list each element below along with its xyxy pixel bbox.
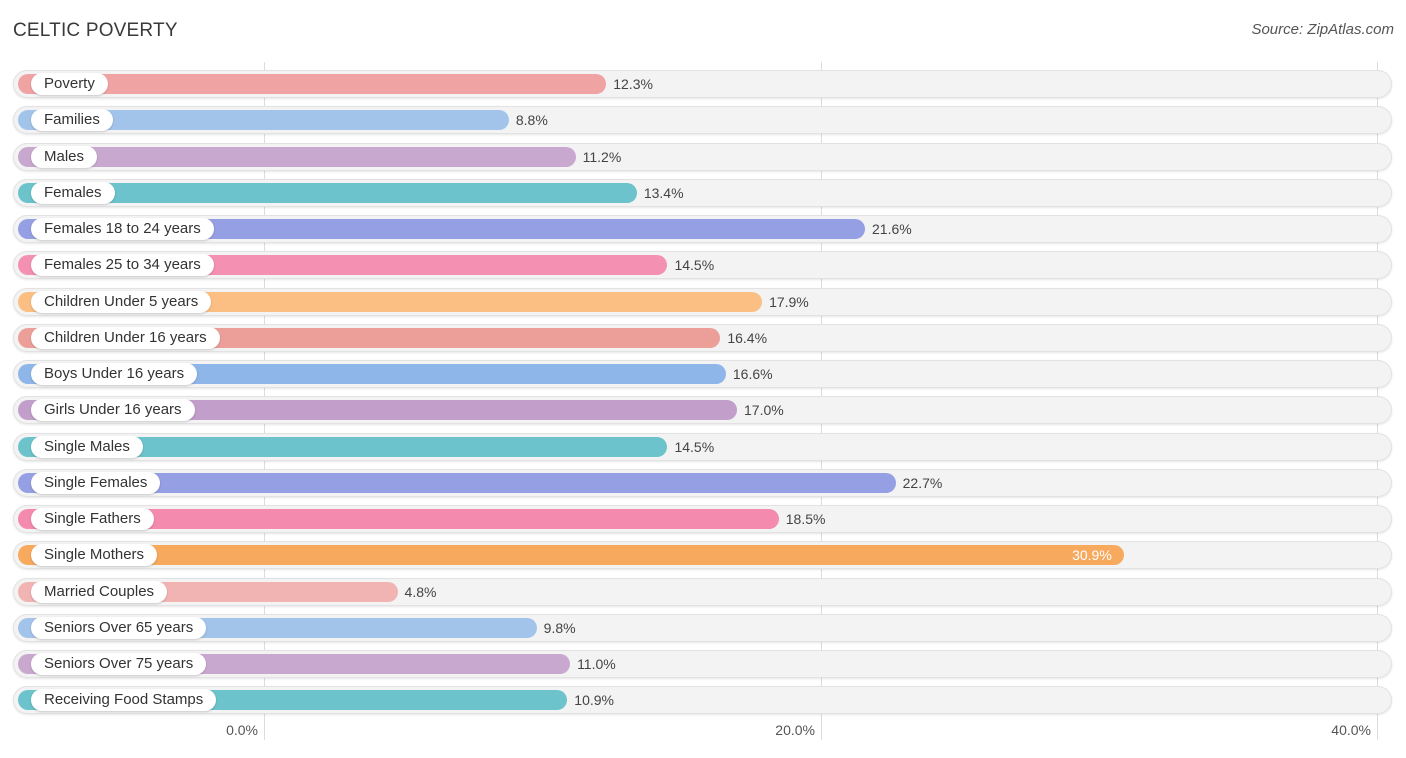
category-label: Females 25 to 34 years xyxy=(31,254,214,277)
value-label: 9.8% xyxy=(543,619,576,636)
value-label: 17.0% xyxy=(744,402,784,419)
category-label: Married Couples xyxy=(31,580,168,603)
x-tick-label: 40.0% xyxy=(1331,722,1371,738)
category-label: Seniors Over 65 years xyxy=(31,616,207,639)
value-label: 11.0% xyxy=(577,656,616,672)
value-label: 18.5% xyxy=(785,511,826,527)
bar xyxy=(18,74,607,94)
category-label: Poverty xyxy=(31,73,108,95)
category-label: Families xyxy=(31,109,113,132)
value-label: 8.8% xyxy=(515,112,548,129)
category-label: Females xyxy=(31,181,115,204)
category-label: Males xyxy=(31,145,98,168)
value-label: 11.2% xyxy=(582,148,622,165)
value-label: 14.5% xyxy=(674,257,715,274)
value-label: 21.6% xyxy=(872,221,912,237)
value-label: 13.4% xyxy=(643,184,684,201)
chart-title: CELTIC POVERTY xyxy=(13,20,178,41)
bar xyxy=(18,219,866,239)
category-label: Children Under 5 years xyxy=(31,290,212,313)
value-label: 30.9% xyxy=(1072,547,1112,564)
bar xyxy=(18,509,779,529)
category-label: Females 18 to 24 years xyxy=(31,218,214,240)
bar xyxy=(18,146,576,167)
category-label: Receiving Food Stamps xyxy=(31,689,217,712)
category-label: Girls Under 16 years xyxy=(31,399,195,422)
category-label: Single Females xyxy=(31,471,161,494)
source-label: Source: ZipAtlas.com xyxy=(1251,21,1394,38)
category-label: Children Under 16 years xyxy=(31,326,220,349)
value-label: 16.6% xyxy=(732,366,773,382)
value-label: 12.3% xyxy=(613,76,653,92)
bar xyxy=(18,436,668,457)
category-label: Boys Under 16 years xyxy=(31,363,198,385)
category-label: Single Fathers xyxy=(31,508,154,530)
value-label: 14.5% xyxy=(674,438,715,455)
x-tick-label: 0.0% xyxy=(226,722,258,738)
value-label: 4.8% xyxy=(404,583,437,600)
bar xyxy=(18,182,637,203)
bar xyxy=(18,110,509,131)
bar xyxy=(18,400,738,421)
value-label: 16.4% xyxy=(727,329,768,346)
category-label: Single Mothers xyxy=(31,544,158,567)
value-label: 17.9% xyxy=(769,293,809,310)
x-tick-label: 20.0% xyxy=(775,722,815,738)
category-label: Single Males xyxy=(31,435,143,458)
value-label: 22.7% xyxy=(902,474,943,491)
category-label: Seniors Over 75 years xyxy=(31,653,207,675)
bar xyxy=(18,545,1124,566)
bar xyxy=(18,472,896,493)
value-label: 10.9% xyxy=(574,692,614,709)
